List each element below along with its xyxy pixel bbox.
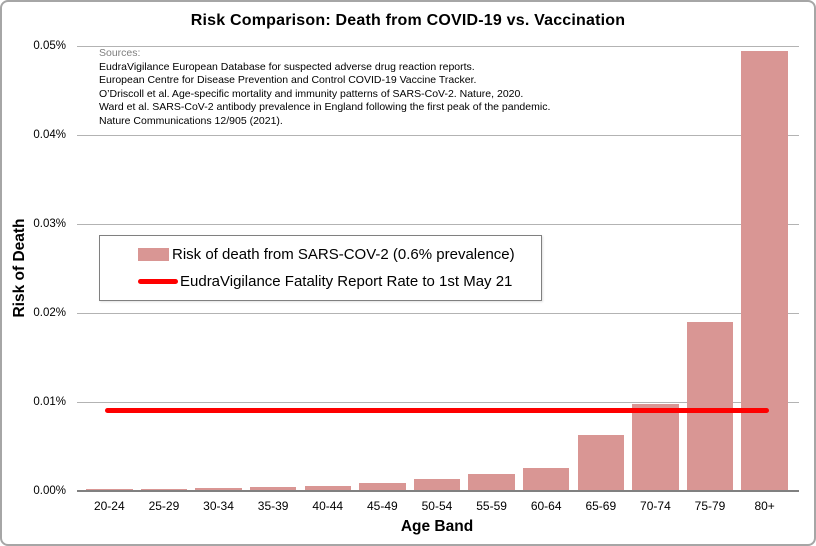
y-axis-tick-label: 0.04% <box>33 129 66 141</box>
x-axis-tick-label: 75-79 <box>694 499 726 513</box>
source-line: EudraVigilance European Database for sus… <box>99 60 475 73</box>
y-axis-tick-labels: 0.00% 0.01% 0.02% 0.03% 0.04% 0.05% <box>2 40 74 497</box>
sources-heading: Sources: <box>99 47 141 59</box>
bar-slot <box>246 46 301 491</box>
reference-line <box>105 408 769 414</box>
legend-item-label: EudraVigilance Fatality Report Rate to 1… <box>180 273 513 290</box>
bar-slot <box>137 46 192 491</box>
x-axis-tick-label: 70-74 <box>640 499 671 513</box>
y-axis-tick-label: 0.05% <box>33 40 66 52</box>
legend: Risk of death from SARS-COV-2 (0.6% prev… <box>99 235 542 301</box>
y-axis-title: Risk of Death <box>11 218 28 318</box>
bar-35-39 <box>249 487 297 491</box>
bar-slot <box>300 46 355 491</box>
bar-60-64 <box>522 467 570 491</box>
x-axis-tick-label: 60-64 <box>530 499 562 513</box>
legend-item-label: Risk of death from SARS-COV-2 (0.6% prev… <box>172 246 515 263</box>
x-axis-tick-label: 55-59 <box>476 499 507 513</box>
bar-50-54 <box>413 479 461 491</box>
gridline <box>77 402 799 403</box>
x-axis-tick-label: 45-49 <box>367 499 398 513</box>
gridline <box>77 224 799 225</box>
x-axis-tick-label: 80+ <box>754 499 775 513</box>
bar-slot <box>410 46 465 491</box>
bar-55-59 <box>468 474 515 491</box>
x-axis-tick-label: 25-29 <box>148 499 180 513</box>
bar-25-29 <box>140 488 188 491</box>
bar-slot <box>628 46 683 491</box>
gridline <box>77 313 799 314</box>
bar-40-44 <box>304 485 351 491</box>
plot-area <box>77 46 799 492</box>
source-line: Ward et al. SARS-CoV-2 antibody prevalen… <box>99 101 551 114</box>
source-line: Nature Communications 12/905 (2021). <box>99 114 283 127</box>
bar-65-69 <box>577 434 624 491</box>
bar-slot <box>355 46 410 491</box>
x-axis-title: Age Band <box>400 518 474 535</box>
gridline <box>77 46 799 47</box>
x-axis-tick-labels: 20-24 25-29 30-34 35-39 40-44 45-49 50-54 55-59… <box>82 499 792 513</box>
bar-slot <box>464 46 519 491</box>
x-axis-tick-label: 65-69 <box>585 499 617 513</box>
bar-30-34 <box>195 488 242 491</box>
y-axis-tick-label: 0.00% <box>33 485 66 497</box>
bar-75-79 <box>686 321 734 491</box>
legend-item: EudraVigilance Fatality Report Rate to 1… <box>138 273 541 290</box>
bar-45-49 <box>359 483 406 491</box>
bar-slot <box>737 46 792 491</box>
x-axis-tick-label: 35-39 <box>257 499 289 513</box>
source-line: European Centre for Disease Prevention a… <box>99 74 477 87</box>
y-axis-tick-label: 0.03% <box>33 218 66 230</box>
chart-title: Risk Comparison: Death from COVID-19 vs.… <box>190 12 626 29</box>
legend-bar-swatch-icon <box>138 248 169 261</box>
bar-slot <box>683 46 738 491</box>
x-axis-tick-label: 40-44 <box>312 499 344 513</box>
bar-slot <box>573 46 628 491</box>
bar-slot <box>191 46 246 491</box>
bar-70-74 <box>632 403 679 491</box>
bar-slot <box>519 46 574 491</box>
y-axis-tick-label: 0.01% <box>33 396 66 408</box>
source-line: O’Driscoll et al. Age-specific mortality… <box>99 87 524 100</box>
x-axis-line <box>77 490 799 492</box>
legend-line-swatch-icon <box>138 279 178 284</box>
y-axis-tick-label: 0.02% <box>33 307 66 319</box>
x-axis-tick-label: 30-34 <box>203 499 234 513</box>
x-axis-tick-label: 50-54 <box>421 499 453 513</box>
bar-series <box>82 46 792 491</box>
bar-80+ <box>741 51 788 491</box>
x-axis-tick-label: 20-24 <box>93 499 125 513</box>
legend-item: Risk of death from SARS-COV-2 (0.6% prev… <box>138 246 541 263</box>
sources-block: Sources: EudraVigilance European Databas… <box>99 47 550 129</box>
gridline <box>77 135 799 136</box>
